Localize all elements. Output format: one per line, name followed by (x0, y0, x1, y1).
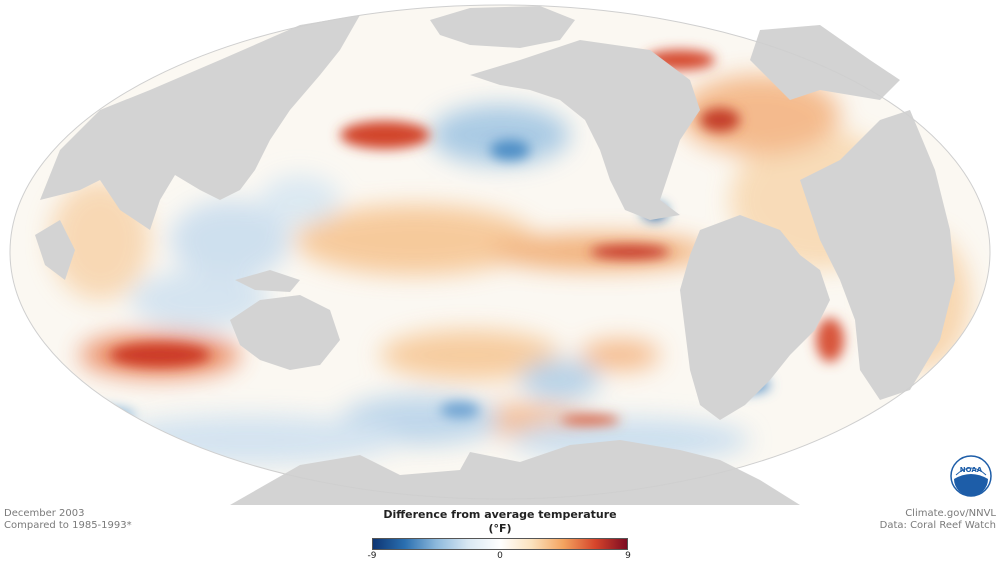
legend-ticks: -9 0 9 (368, 550, 631, 562)
svg-text:NOAA: NOAA (960, 466, 983, 474)
color-legend: Difference from average temperature (°F)… (368, 508, 631, 562)
globe-outline (9, 4, 991, 500)
land-africa (800, 110, 955, 400)
land-north-america (470, 40, 700, 220)
legend-max-label: 9 (625, 551, 631, 561)
land-antarctica (230, 440, 800, 505)
noaa-logo-icon: NOAA (950, 455, 992, 497)
land-asia-west (40, 15, 360, 230)
legend-mid-label: 0 (497, 551, 503, 561)
land-south-america (680, 215, 830, 420)
source-site: Climate.gov/NNVL (905, 508, 996, 519)
legend-min-label: -9 (367, 551, 377, 561)
land-greenland (430, 6, 575, 48)
land-india (35, 220, 75, 280)
sea-surface-temperature-map (9, 4, 991, 505)
legend-title: Difference from average temperature (°F) (383, 508, 617, 535)
map-caption: December 2003 Compared to 1985-1993* (4, 508, 132, 532)
credits: Climate.gov/NNVL Data: Coral Reef Watch (880, 508, 996, 532)
baseline-label: Compared to 1985-1993* (4, 520, 132, 531)
land-europe (750, 25, 900, 100)
date-label: December 2003 (4, 508, 85, 519)
land-indonesia (235, 270, 300, 292)
legend-color-bar (372, 538, 628, 550)
land-australia (230, 295, 340, 370)
data-source: Data: Coral Reef Watch (879, 520, 996, 531)
land-masses (35, 6, 955, 505)
